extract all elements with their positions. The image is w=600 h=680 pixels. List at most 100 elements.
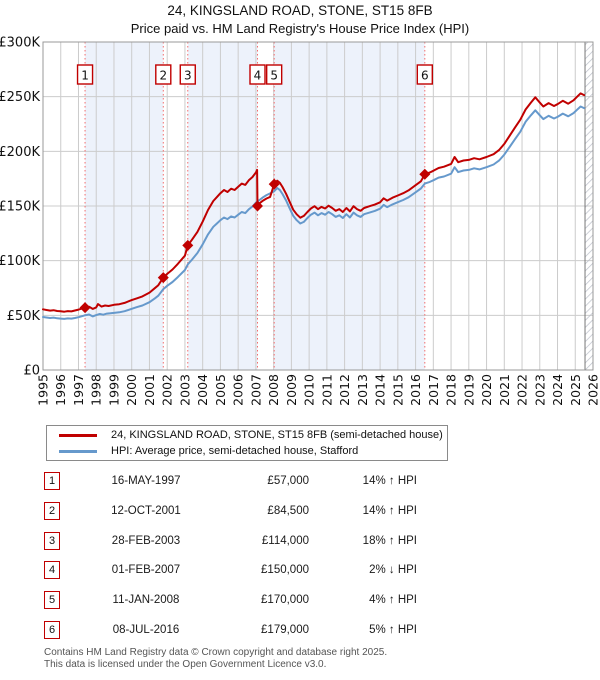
sale-number-box (265, 64, 283, 85)
x-axis-label: 2010 (302, 374, 317, 406)
y-axis-label: £150K (0, 200, 40, 215)
sale-number-label: 2 (159, 69, 167, 83)
sale-number-box (416, 64, 434, 85)
x-axis-label: 2026 (586, 374, 600, 406)
price-history-chart: 1 2 3 4 5 6 £0 £50K £100K £150K £200K £250K £300K 199… (0, 36, 600, 406)
sale-marker (157, 272, 169, 284)
x-axis-label: 2012 (337, 374, 352, 406)
future-hatch (585, 42, 593, 370)
x-axis-label: 2000 (124, 374, 139, 406)
x-axis-label: 2025 (568, 374, 583, 406)
x-axis-label: 2007 (248, 374, 263, 406)
sale-number-badge: 4 (44, 561, 60, 580)
property-line-swatch-icon (59, 433, 97, 437)
sale-marker (182, 239, 194, 251)
sale-date: 16-MAY-1997 (111, 475, 181, 487)
x-axis-label: 2017 (426, 374, 441, 406)
x-axis-label: 2021 (497, 374, 512, 406)
sale-date: 28-FEB-2003 (111, 534, 181, 547)
hpi-line-swatch-icon (59, 449, 97, 453)
x-axis-label: 1999 (106, 374, 121, 406)
sale-number-badge: 1 (44, 472, 60, 490)
sale-number-badge: 5 (44, 591, 60, 610)
x-axis-label: 2005 (213, 374, 228, 406)
x-axis-label: 2006 (231, 374, 246, 406)
sale-number-label: 1 (81, 69, 89, 83)
sale-number-label: 4 (254, 69, 262, 83)
legend-item-property: 24, KINGSLAND ROAD, STONE, ST15 8FB (sem… (47, 428, 447, 442)
hpi-average-line (42, 105, 586, 320)
table-row: 4 01-FEB-2007 £150,000 2% ↓ HPI (44, 561, 600, 581)
sale-price: £57,000 (267, 475, 309, 487)
sale-number-badge: 3 (44, 531, 60, 550)
table-row: 1 16-MAY-1997 £57,000 14% ↑ HPI (44, 472, 600, 492)
x-axis-label: 1996 (53, 374, 68, 406)
y-axis-label: £0 (23, 364, 40, 379)
sale-number-box (179, 64, 196, 85)
page-title: 24, KINGSLAND ROAD, STONE, ST15 8FB (167, 3, 433, 18)
x-axis-labels: 1995 1996 1997 1998 1999 2000 2001 2002 2003 2004… (36, 374, 600, 406)
sale-marker (268, 178, 280, 190)
sale-price: £114,000 (261, 534, 309, 547)
sale-number-box (76, 64, 94, 85)
x-axis-label: 2024 (550, 374, 565, 406)
legend-item-hpi: HPI: Average price, semi-detached house,… (47, 444, 447, 458)
property-price-line (42, 92, 586, 313)
sale-number-label: 5 (270, 69, 278, 83)
sale-number-box (155, 64, 172, 85)
x-axis-label: 2011 (319, 374, 334, 406)
sale-price: £84,500 (267, 504, 309, 517)
x-axis-label: 2008 (266, 374, 281, 406)
x-axis-label: 2018 (444, 374, 459, 406)
sale-number-badge: 2 (44, 501, 60, 520)
table-row: 3 28-FEB-2003 £114,000 18% ↑ HPI (44, 531, 600, 552)
sale-marker (252, 200, 263, 212)
sale-hpi-delta: 14% ↑ HPI (362, 504, 417, 517)
sale-number-box (249, 64, 266, 85)
y-axis-label: £100K (0, 254, 40, 269)
x-axis-label: 2019 (461, 374, 476, 406)
x-axis-label: 2014 (373, 374, 388, 406)
sale-number-badge: 6 (44, 621, 60, 639)
x-axis-label: 2022 (515, 374, 530, 406)
legend-hpi-label: HPI: Average price, semi-detached house,… (111, 445, 359, 457)
x-axis-label: 2013 (355, 374, 370, 406)
sale-price: £170,000 (261, 594, 309, 607)
sale-date: 01-FEB-2007 (111, 564, 181, 577)
x-axis-label: 1998 (89, 374, 104, 406)
sale-hpi-delta: 14% ↑ HPI (362, 475, 417, 487)
y-axis-label: £300K (0, 36, 40, 51)
footer-line-1: Contains HM Land Registry data © Crown c… (44, 647, 388, 658)
x-axis-label: 2003 (177, 374, 192, 406)
x-axis-label: 2016 (408, 374, 423, 406)
x-axis-label: 2015 (390, 374, 405, 406)
sale-number-label: 6 (421, 69, 429, 83)
sale-price: £150,000 (261, 564, 309, 577)
table-row: 5 11-JAN-2008 £170,000 4% ↑ HPI (44, 591, 600, 611)
legend-property-label: 24, KINGSLAND ROAD, STONE, ST15 8FB (sem… (111, 429, 443, 441)
sale-date: 12-OCT-2001 (111, 504, 181, 517)
sale-markers (79, 168, 431, 314)
license-footer: Contains HM Land Registry data © Crown c… (44, 647, 387, 670)
table-row: 2 12-OCT-2001 £84,500 14% ↑ HPI (44, 501, 600, 522)
sales-table: 1 16-MAY-1997 £57,000 14% ↑ HPI 2 12-OCT-2001… (44, 472, 600, 644)
sale-date: 08-JUL-2016 (112, 624, 180, 636)
sale-hpi-delta: 5% ↑ HPI (369, 624, 417, 636)
sale-hpi-delta: 2% ↓ HPI (369, 564, 417, 577)
sale-number-label: 3 (184, 69, 192, 83)
x-axis-label: 2020 (479, 374, 494, 406)
x-axis-label: 2001 (142, 374, 157, 406)
sale-price: £179,000 (261, 624, 309, 636)
sale-hpi-delta: 18% ↑ HPI (362, 534, 417, 547)
footer-line-2: This data is licensed under the Open Gov… (44, 658, 327, 670)
x-axis-label: 2009 (284, 374, 299, 406)
y-axis-label: £250K (0, 90, 40, 105)
y-axis-labels: £0 £50K £100K £150K £200K £250K £300K (0, 36, 40, 379)
y-axis-label: £200K (0, 145, 40, 160)
x-axis-label: 2023 (532, 374, 547, 406)
x-axis-label: 2002 (160, 374, 175, 406)
table-row: 6 08-JUL-2016 £179,000 5% ↑ HPI (44, 621, 600, 641)
chart-legend: 24, KINGSLAND ROAD, STONE, ST15 8FB (sem… (46, 425, 448, 461)
